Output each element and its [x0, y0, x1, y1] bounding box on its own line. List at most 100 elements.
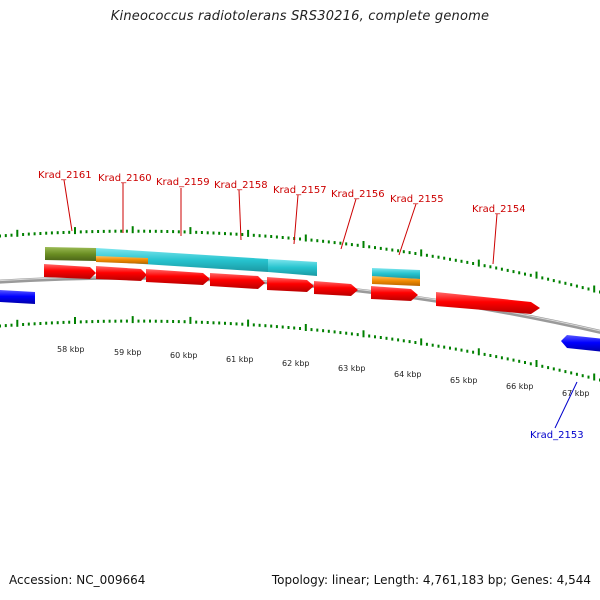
minor-tick — [177, 320, 180, 324]
minor-tick — [500, 267, 503, 271]
scale-labels: 58 kbp 59 kbp 60 kbp 61 kbp 62 kbp 63 kb… — [57, 345, 590, 398]
gene-label[interactable]: Krad_2160 — [98, 173, 152, 184]
major-tick — [131, 316, 134, 324]
minor-tick — [154, 319, 157, 323]
minor-tick — [114, 319, 117, 323]
feature-bar-orange[interactable] — [96, 256, 148, 264]
minor-tick — [79, 230, 82, 234]
minor-tick — [183, 230, 186, 234]
minor-tick — [270, 235, 273, 238]
minor-tick — [524, 361, 526, 364]
gene-arrow-krad-2153[interactable] — [561, 335, 600, 352]
minor-tick — [327, 240, 330, 244]
minor-tick — [322, 239, 325, 243]
gene-label[interactable]: Krad_2153 — [530, 430, 584, 441]
gene-arrow-krad-2160[interactable] — [96, 266, 147, 281]
leader-line-krad-2158 — [238, 189, 242, 241]
minor-tick — [45, 231, 48, 235]
gene-label[interactable]: Krad_2155 — [390, 194, 444, 205]
minor-tick — [224, 232, 226, 236]
minor-tick — [252, 323, 255, 327]
minor-tick — [85, 230, 88, 234]
minor-tick — [275, 235, 278, 239]
gene-arrow-krad-2159[interactable] — [146, 269, 210, 285]
minor-tick — [160, 229, 163, 233]
minor-tick — [581, 374, 584, 378]
minor-tick — [368, 334, 371, 338]
minor-tick — [333, 241, 336, 245]
gene-label[interactable]: Krad_2158 — [214, 180, 268, 191]
minor-tick — [408, 340, 411, 344]
leader-line-krad-2161 — [63, 179, 73, 232]
minor-tick — [552, 279, 555, 283]
gene-arrow-krad-2156[interactable] — [314, 281, 358, 296]
minor-tick — [466, 260, 469, 264]
gene-arrow-krad-2161[interactable] — [44, 264, 96, 279]
minor-tick — [235, 232, 238, 236]
major-tick — [420, 338, 423, 346]
minor-tick — [339, 331, 342, 335]
minor-tick — [506, 268, 509, 272]
minor-tick — [350, 243, 353, 247]
minor-tick — [454, 258, 457, 262]
minor-tick — [512, 270, 515, 274]
minor-tick — [270, 324, 273, 328]
minor-tick — [68, 230, 71, 234]
minor-tick — [483, 352, 486, 356]
minor-tick — [449, 257, 451, 261]
minor-tick — [56, 231, 59, 235]
minor-tick — [218, 231, 221, 235]
minor-tick — [489, 265, 492, 269]
minor-tick — [385, 336, 388, 340]
feature-bar-orange[interactable] — [372, 276, 420, 286]
minor-tick — [97, 319, 100, 323]
minor-tick — [45, 321, 48, 325]
gene-arrow-krad-2158[interactable] — [210, 273, 265, 289]
gene-arrow-krad-2154[interactable] — [436, 292, 540, 314]
minor-tick — [397, 338, 400, 342]
minor-tick — [587, 375, 590, 379]
minor-tick — [56, 321, 59, 325]
minor-tick — [91, 230, 94, 234]
minor-tick — [264, 234, 267, 238]
minor-tick — [489, 354, 492, 357]
feature-bar-cyan[interactable] — [96, 248, 268, 272]
minor-tick — [575, 284, 578, 288]
minor-tick — [437, 255, 440, 259]
gene-arrow-krad-2157[interactable] — [267, 277, 314, 292]
minor-tick — [345, 242, 348, 246]
minor-tick — [500, 356, 503, 360]
minor-tick — [241, 233, 244, 236]
major-tick — [477, 348, 480, 356]
scale-label: 59 kbp — [114, 348, 142, 357]
minor-tick — [120, 319, 123, 323]
major-tick — [16, 229, 19, 237]
gene-arrow-upstream[interactable] — [0, 290, 35, 304]
scale-label: 63 kbp — [338, 364, 366, 373]
gene-label[interactable]: Krad_2159 — [156, 177, 210, 188]
gene-arrows-forward — [44, 264, 540, 314]
gene-label[interactable]: Krad_2161 — [38, 170, 92, 181]
gene-label[interactable]: Krad_2156 — [331, 189, 385, 200]
major-tick — [247, 319, 250, 327]
minor-tick — [108, 229, 111, 233]
minor-tick — [166, 230, 169, 233]
minor-tick — [143, 319, 146, 323]
gene-label[interactable]: Krad_2157 — [273, 185, 327, 196]
minor-tick — [125, 319, 128, 323]
feature-bar-cyan[interactable] — [372, 268, 420, 279]
minor-tick — [224, 321, 226, 325]
minor-tick — [212, 231, 215, 235]
minor-tick — [443, 256, 446, 260]
gene-labels: Krad_2161 Krad_2160 Krad_2159 Krad_2158 … — [38, 170, 584, 441]
minor-tick — [385, 247, 388, 251]
feature-bar-cyan[interactable] — [268, 259, 317, 276]
minor-tick — [218, 321, 221, 325]
minor-tick — [570, 283, 573, 287]
gene-arrow-krad-2155[interactable] — [371, 286, 418, 301]
minor-tick — [293, 326, 296, 330]
feature-bar-olive[interactable] — [45, 247, 96, 261]
minor-tick — [4, 234, 7, 238]
gene-label[interactable]: Krad_2154 — [472, 204, 526, 215]
minor-tick — [114, 229, 117, 233]
